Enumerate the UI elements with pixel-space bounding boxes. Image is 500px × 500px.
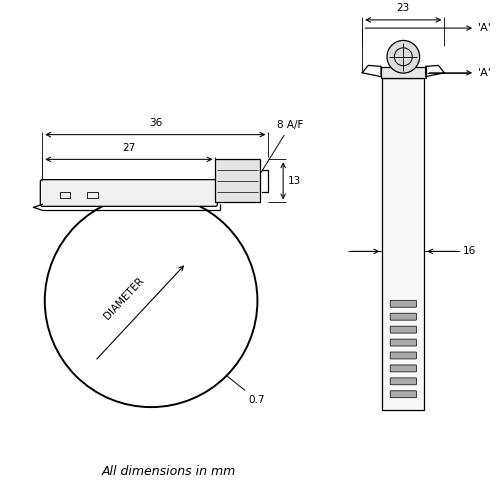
Text: 16: 16 (463, 246, 476, 256)
Text: 'A': 'A' (478, 23, 492, 33)
Bar (60, 192, 70, 198)
Text: 8 A/F: 8 A/F (260, 120, 304, 174)
FancyBboxPatch shape (390, 378, 416, 385)
Bar (382, 78, 424, 409)
FancyBboxPatch shape (390, 326, 416, 333)
FancyBboxPatch shape (390, 339, 416, 346)
Text: DIAMETER: DIAMETER (102, 276, 146, 322)
Text: 0.7: 0.7 (226, 375, 265, 405)
Circle shape (387, 40, 420, 73)
Text: 27: 27 (122, 143, 136, 153)
FancyBboxPatch shape (390, 365, 416, 372)
Text: 'A': 'A' (478, 68, 492, 78)
Bar (216, 160, 260, 202)
Text: All dimensions in mm: All dimensions in mm (102, 465, 236, 478)
Bar (381, 68, 426, 78)
FancyBboxPatch shape (390, 352, 416, 359)
Text: 36: 36 (148, 118, 162, 128)
FancyBboxPatch shape (390, 313, 416, 320)
Text: 13: 13 (288, 176, 302, 186)
FancyBboxPatch shape (390, 300, 416, 307)
Text: 23: 23 (396, 4, 410, 14)
FancyBboxPatch shape (40, 180, 218, 206)
Bar (87, 192, 98, 198)
FancyBboxPatch shape (390, 391, 416, 398)
